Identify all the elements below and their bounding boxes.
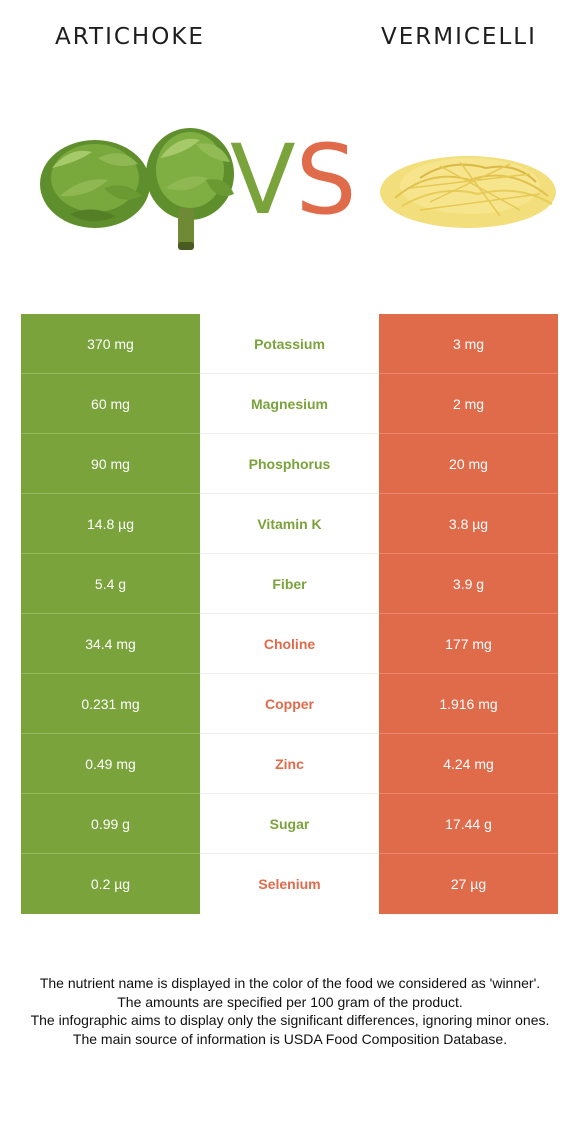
right-value: 1.916 mg bbox=[379, 674, 558, 734]
table-row: 34.4 mg Choline 177 mg bbox=[21, 614, 558, 674]
table-row: 14.8 µg Vitamin K 3.8 µg bbox=[21, 494, 558, 554]
table-row: 90 mg Phosphorus 20 mg bbox=[21, 434, 558, 494]
footer-note-amounts: The amounts are specified per 100 gram o… bbox=[117, 993, 463, 1010]
table-row: 370 mg Potassium 3 mg bbox=[21, 314, 558, 374]
nutrient-name: Selenium bbox=[200, 854, 379, 914]
left-value: 34.4 mg bbox=[21, 614, 200, 674]
left-value: 90 mg bbox=[21, 434, 200, 494]
table-row: 5.4 g Fiber 3.9 g bbox=[21, 554, 558, 614]
left-value: 60 mg bbox=[21, 374, 200, 434]
right-food-title: VERMICELLI bbox=[381, 24, 537, 50]
nutrient-name: Fiber bbox=[200, 554, 379, 614]
artichoke-image bbox=[40, 128, 234, 250]
table-row: 60 mg Magnesium 2 mg bbox=[21, 374, 558, 434]
food-illustration bbox=[40, 128, 556, 250]
left-value: 370 mg bbox=[21, 314, 200, 374]
right-value: 3.9 g bbox=[379, 554, 558, 614]
right-value: 4.24 mg bbox=[379, 734, 558, 794]
vermicelli-image bbox=[380, 156, 556, 228]
table-row: 0.231 mg Copper 1.916 mg bbox=[21, 674, 558, 734]
right-value: 3 mg bbox=[379, 314, 558, 374]
vs-label: VS bbox=[230, 132, 357, 228]
vs-letter-v: V bbox=[230, 124, 296, 236]
table-row: 0.2 µg Selenium 27 µg bbox=[21, 854, 558, 914]
nutrient-name: Sugar bbox=[200, 794, 379, 854]
right-value: 20 mg bbox=[379, 434, 558, 494]
footer-note-source: The main source of information is USDA F… bbox=[72, 1030, 508, 1047]
nutrient-name: Potassium bbox=[200, 314, 379, 374]
footer-note-aim: The infographic aims to display only the… bbox=[30, 1012, 550, 1028]
right-value: 17.44 g bbox=[379, 794, 558, 854]
right-value: 2 mg bbox=[379, 374, 558, 434]
vs-letter-s: S bbox=[295, 124, 357, 236]
left-value: 14.8 µg bbox=[21, 494, 200, 554]
nutrient-name: Choline bbox=[200, 614, 379, 674]
nutrient-name: Magnesium bbox=[200, 374, 379, 434]
table-row: 0.49 mg Zinc 4.24 mg bbox=[21, 734, 558, 794]
left-food-title: ARTICHOKE bbox=[55, 24, 205, 50]
nutrient-name: Copper bbox=[200, 674, 379, 734]
nutrient-name: Zinc bbox=[200, 734, 379, 794]
nutrient-name: Vitamin K bbox=[200, 494, 379, 554]
left-value: 0.99 g bbox=[21, 794, 200, 854]
left-value: 0.231 mg bbox=[21, 674, 200, 734]
right-value: 177 mg bbox=[379, 614, 558, 674]
comparison-table: 370 mg Potassium 3 mg 60 mg Magnesium 2 mg 90 … bbox=[21, 314, 558, 914]
right-value: 3.8 µg bbox=[379, 494, 558, 554]
nutrient-name: Phosphorus bbox=[200, 434, 379, 494]
table-row: 0.99 g Sugar 17.44 g bbox=[21, 794, 558, 854]
left-value: 0.2 µg bbox=[21, 854, 200, 914]
right-value: 27 µg bbox=[379, 854, 558, 914]
footer-note-winner: The nutrient name is displayed in the co… bbox=[39, 975, 541, 991]
left-value: 5.4 g bbox=[21, 554, 200, 614]
left-value: 0.49 mg bbox=[21, 734, 200, 794]
footer-notes: The nutrient name is displayed in the co… bbox=[14, 974, 566, 1048]
